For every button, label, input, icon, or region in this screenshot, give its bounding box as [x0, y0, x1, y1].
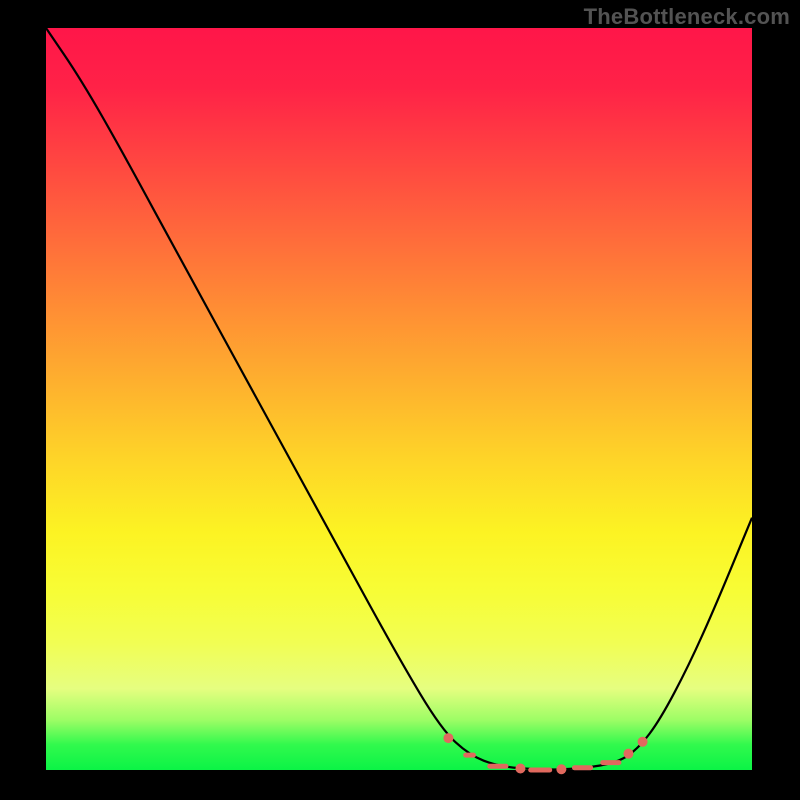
optimal-marker-dot — [515, 764, 525, 774]
optimal-marker-dash — [463, 753, 476, 758]
optimal-marker-dot — [443, 733, 453, 743]
optimal-marker-dot — [638, 737, 648, 747]
bottleneck-chart — [0, 0, 800, 800]
optimal-marker-dash — [528, 768, 552, 773]
optimal-marker-dash — [487, 764, 508, 769]
optimal-marker-dash — [600, 760, 621, 765]
optimal-marker-dot — [623, 749, 633, 759]
optimal-marker-dash — [572, 765, 593, 770]
watermark-text: TheBottleneck.com — [584, 4, 790, 30]
optimal-marker-dot — [556, 764, 566, 774]
